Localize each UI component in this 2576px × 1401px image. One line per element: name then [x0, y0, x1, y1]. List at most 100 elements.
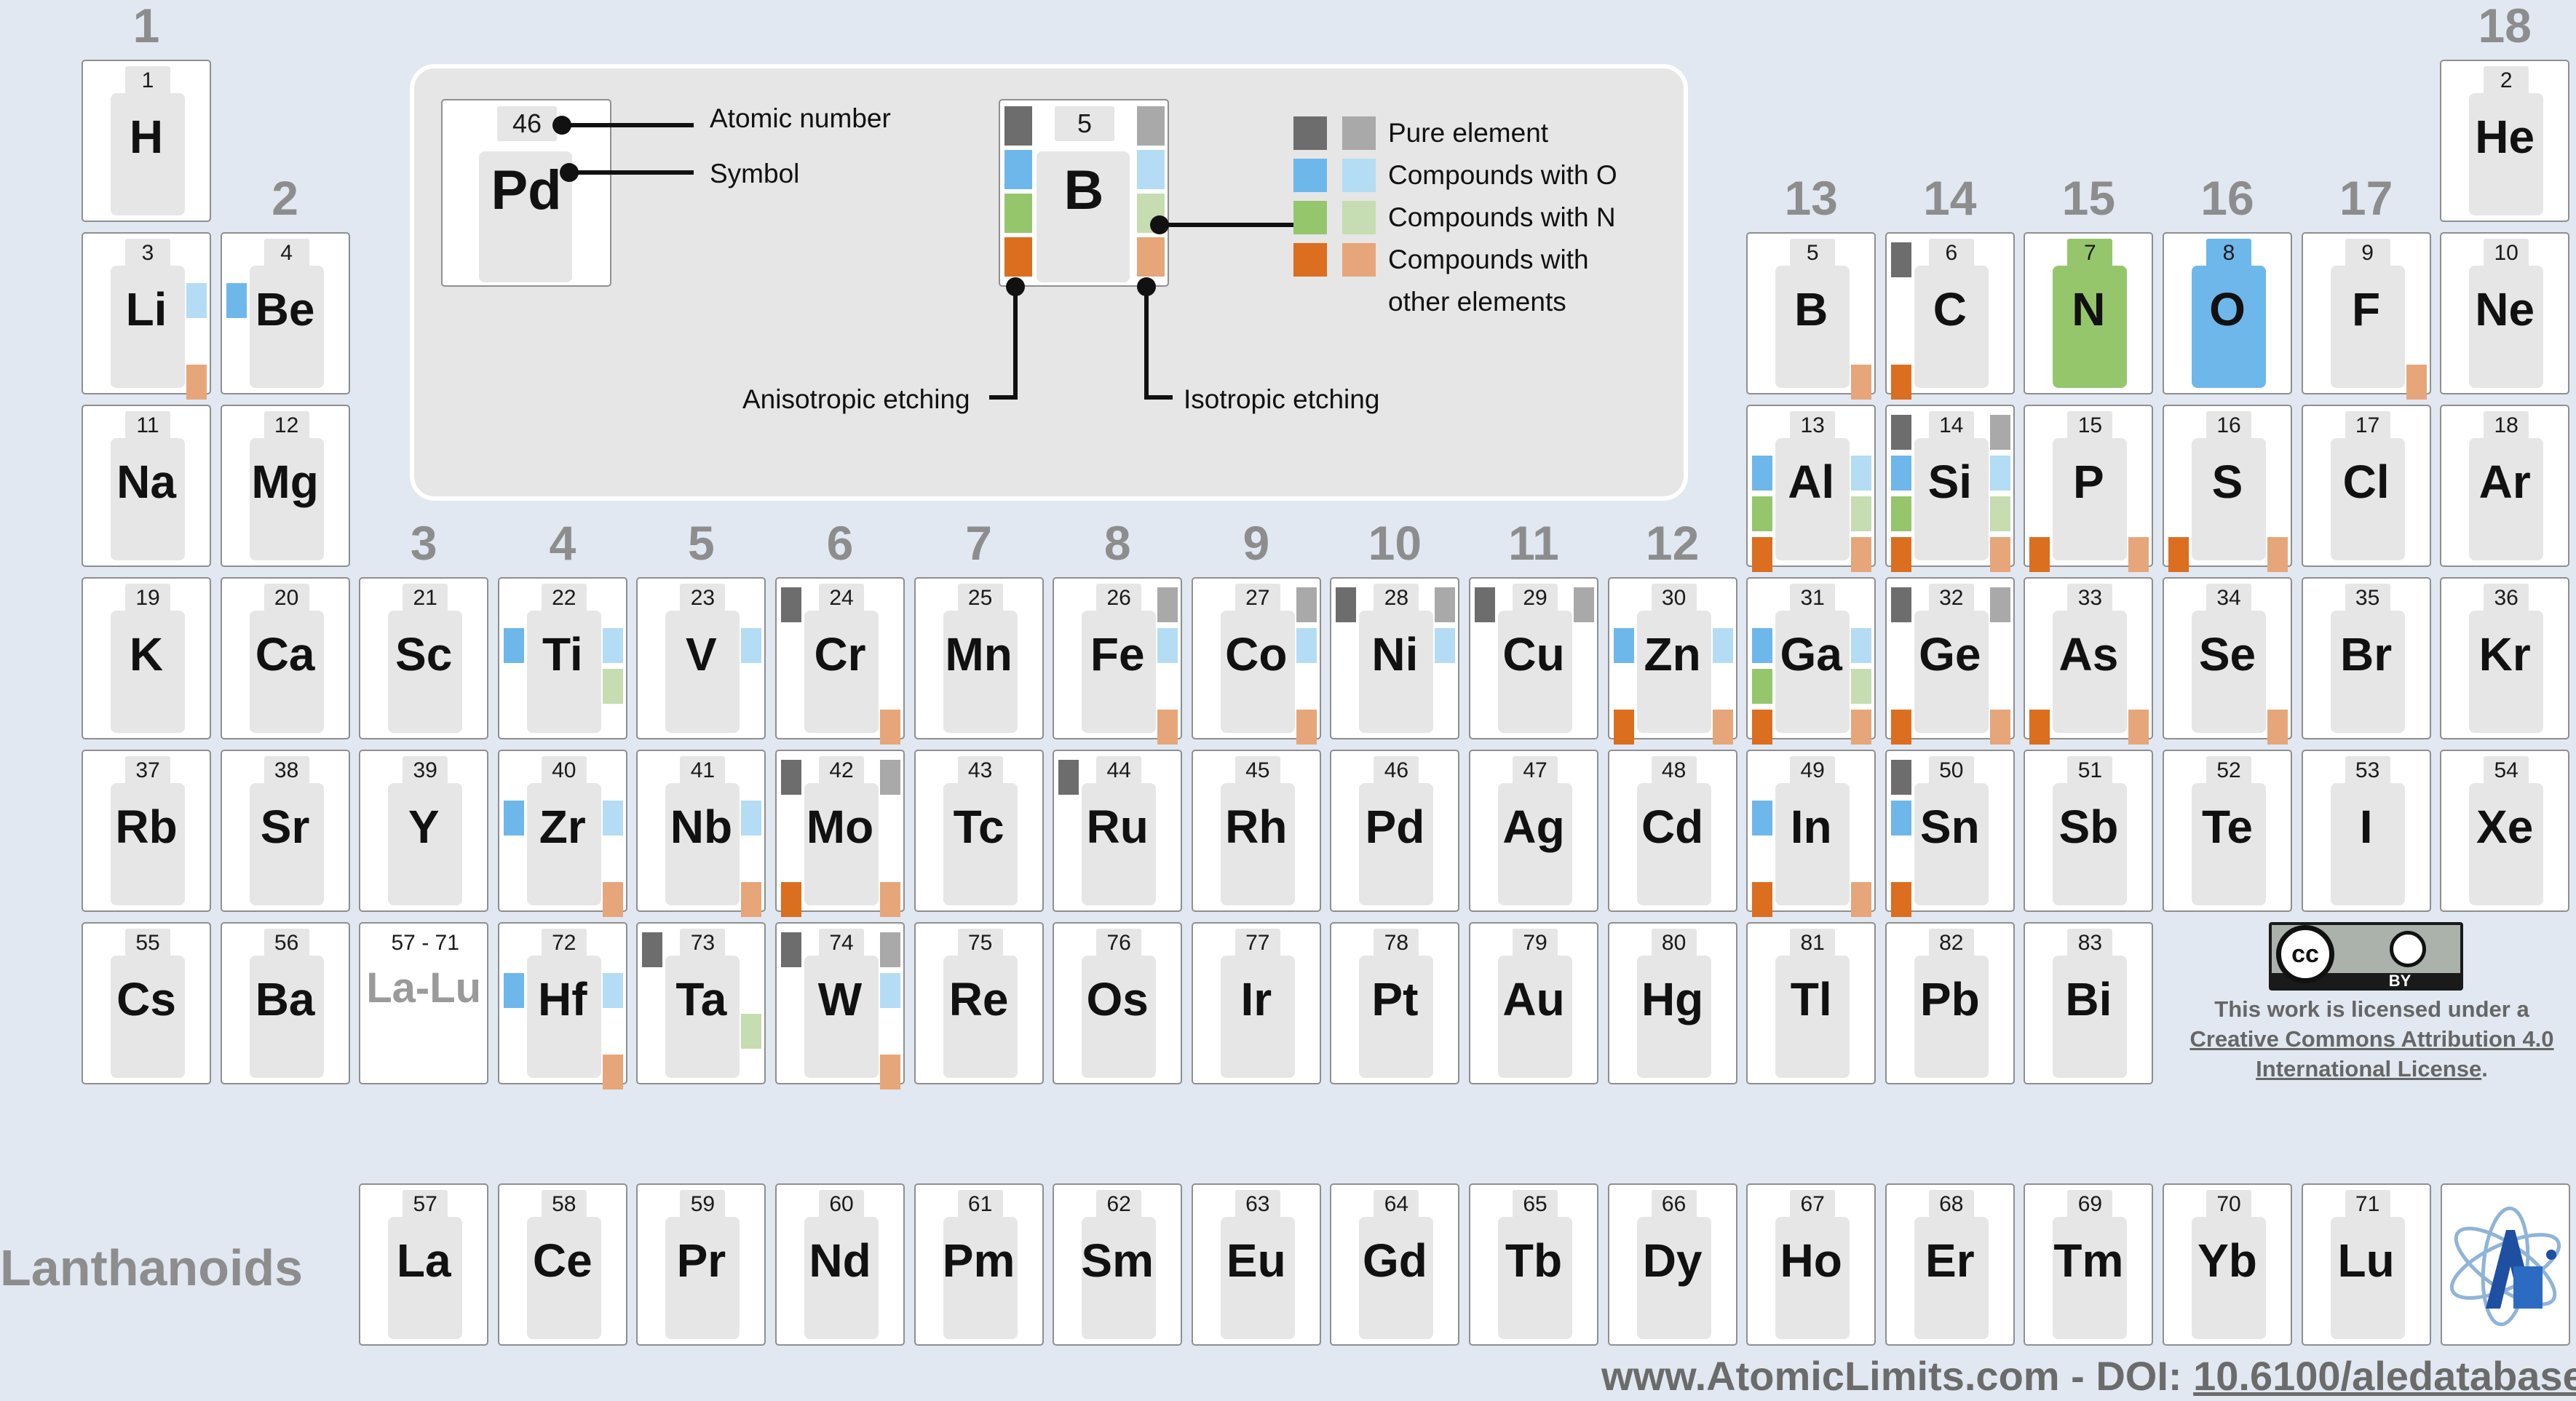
atomic-number: 50: [1928, 756, 1974, 785]
element-symbol: Co: [1225, 628, 1288, 680]
anisotropic-pure-marker: [1058, 760, 1079, 795]
legend-item-other: Compounds with: [1388, 245, 1589, 274]
element-symbol: Er: [1925, 1234, 1975, 1287]
isotropic-other-marker: [1851, 882, 1872, 917]
element-box: [1914, 1217, 1989, 1339]
element-box: [2330, 438, 2405, 560]
element-symbol: Ne: [2475, 283, 2535, 336]
atomic-number: 54: [2484, 756, 2529, 785]
atomic-number: 62: [1096, 1190, 1142, 1219]
element-symbol: Al: [1788, 456, 1835, 508]
element-box: [1082, 1217, 1157, 1339]
atomic-number: 51: [2067, 756, 2113, 785]
anisotropic-o-marker: [1890, 801, 1911, 836]
element-box: [249, 438, 324, 560]
element-box: [1775, 1217, 1850, 1339]
atomic-number: 26: [1096, 584, 1142, 613]
legend-item-pure: Pure element: [1388, 118, 1549, 148]
element-cell-tc: 43 Tc: [914, 750, 1044, 912]
element-symbol: Bi: [2065, 973, 2112, 1025]
anisotropic-o-marker: [1752, 456, 1773, 491]
element-cell-ga: 31 Ga: [1746, 577, 1876, 745]
atomic-number: 57: [403, 1190, 448, 1219]
atomic-number: 8: [2206, 239, 2251, 268]
element-box: [111, 93, 185, 215]
element-cell-as: 33 As: [2024, 577, 2154, 745]
element-box: [1220, 783, 1295, 905]
isotropic-o-marker: [741, 628, 762, 663]
element-symbol: Te: [2202, 801, 2253, 853]
atomic-number: 56: [263, 929, 309, 958]
element-cell-ho: 67 Ho: [1746, 1183, 1876, 1346]
element-box: [1636, 1217, 1711, 1339]
element-symbol: In: [1790, 801, 1832, 853]
element-box: [1220, 611, 1295, 733]
element-box: [249, 783, 324, 905]
element-symbol: Yb: [2197, 1234, 2257, 1287]
group-label-14: 14: [1923, 171, 1977, 225]
element-box: [111, 611, 185, 733]
element-cell-ne: 10 Ne: [2440, 232, 2570, 394]
anisotropic-other-marker: [1890, 537, 1911, 572]
element-box: [111, 266, 185, 388]
legend-connectors: [552, 116, 1296, 400]
element-box: [2192, 1217, 2266, 1339]
anisotropic-pure-marker: [1890, 760, 1911, 795]
element-symbol: Rh: [1225, 801, 1288, 853]
anisotropic-n-marker: [1890, 496, 1911, 531]
legend-marker-pure-light: [1137, 106, 1165, 146]
atomic-number: 21: [403, 584, 448, 613]
element-symbol: Rb: [115, 801, 178, 853]
element-box: [2053, 266, 2128, 388]
atomic-number: 6: [1928, 239, 1974, 268]
license-link[interactable]: Creative Commons Attribution 4.0 Interna…: [2189, 1026, 2554, 1081]
atomic-number: 31: [1790, 584, 1836, 613]
element-box: [249, 266, 324, 388]
atomic-number: 32: [1928, 584, 1974, 613]
isotropic-other-marker: [880, 710, 900, 745]
atomic-number: 55: [125, 929, 170, 958]
element-cell-os: 76 Os: [1053, 922, 1183, 1084]
element-cell-nd: 60 Nd: [775, 1183, 905, 1346]
isotropic-o-marker: [1851, 628, 1872, 663]
cc-license-badge[interactable]: cc BY: [2269, 922, 2463, 991]
isotropic-pure-marker: [1574, 587, 1594, 622]
element-cell-ir: 77 Ir: [1191, 922, 1321, 1084]
element-box: [2330, 783, 2405, 905]
legend-swatch-n-light: [1342, 201, 1376, 234]
element-symbol: Pr: [676, 1234, 726, 1287]
element-box: [665, 956, 740, 1078]
element-symbol: I: [2359, 801, 2373, 853]
element-symbol: Pm: [942, 1234, 1015, 1287]
atomic-number: 7: [2067, 239, 2113, 268]
group-label-3: 3: [410, 516, 437, 570]
element-box: [804, 611, 879, 733]
doi-link[interactable]: 10.6100/aledatabase: [2193, 1353, 2576, 1399]
group-label-18: 18: [2478, 0, 2532, 52]
element-cell-te: 52 Te: [2163, 750, 2292, 912]
element-box: [2469, 266, 2544, 388]
anisotropic-other-marker: [2029, 537, 2050, 572]
element-symbol: Dy: [1642, 1234, 1703, 1287]
isotropic-other-marker: [1989, 537, 2010, 572]
atomic-number: 2: [2484, 66, 2529, 95]
license-suffix: .: [2481, 1056, 2488, 1081]
atomic-number: 19: [125, 584, 170, 613]
element-box: [2053, 438, 2128, 560]
group-label-13: 13: [1784, 171, 1838, 225]
atomic-number: 17: [2345, 411, 2390, 440]
isotropic-o-marker: [1989, 456, 2010, 491]
element-symbol: Ge: [1919, 628, 1981, 680]
anisotropic-other-marker: [1890, 365, 1911, 400]
legend-swatch-other-dark: [1293, 243, 1327, 277]
element-symbol: Mg: [251, 456, 319, 508]
element-cell-bi: 83 Bi: [2024, 922, 2154, 1084]
element-box: [2053, 611, 2128, 733]
isotropic-n-marker: [1851, 496, 1872, 531]
atomic-number: 67: [1790, 1190, 1836, 1219]
legend-swatch-pure-dark: [1293, 116, 1327, 150]
element-box: [2469, 438, 2544, 560]
group-label-7: 7: [965, 516, 992, 570]
